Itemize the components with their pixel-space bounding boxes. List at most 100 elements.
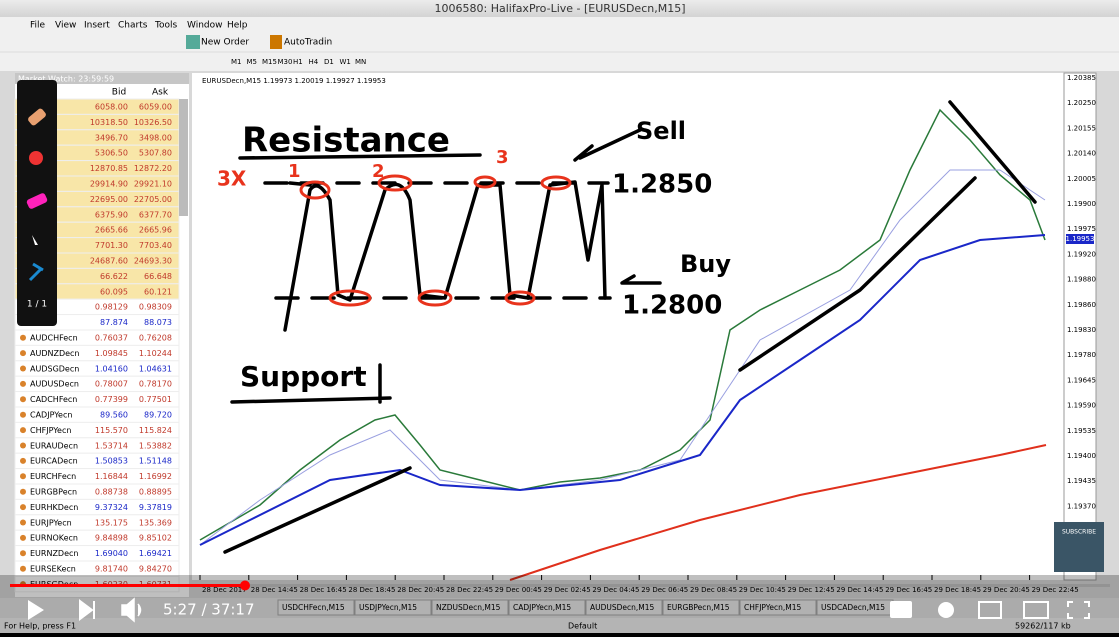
price-label: 1.19435 — [1067, 477, 1096, 485]
chart-tab[interactable] — [354, 599, 432, 616]
handwriting — [223, 100, 1037, 554]
time-label: 29 Dec 08:45 — [690, 586, 737, 594]
play-button[interactable] — [28, 600, 44, 620]
price-label: 1.20140 — [1067, 150, 1096, 158]
subscribe-badge[interactable] — [1054, 522, 1104, 572]
scrollbar[interactable] — [179, 99, 188, 216]
title-bar — [0, 0, 1119, 17]
time-label: 29 Dec 10:45 — [739, 586, 786, 594]
chart-tab-label[interactable]: CADJPYecn,M15 — [513, 603, 571, 612]
clear-tool[interactable] — [28, 262, 44, 282]
timeframe-button[interactable]: M30 — [278, 58, 293, 66]
chart-tab[interactable] — [277, 599, 355, 616]
buy-price: 1.2800 — [622, 291, 722, 321]
pointer-tool[interactable] — [32, 235, 38, 245]
symbol: EURCHFecn — [30, 472, 76, 481]
symbol: EURAUDecn — [30, 441, 78, 450]
menu-item[interactable]: View — [55, 21, 76, 31]
new-order-button[interactable]: New Order — [201, 38, 249, 48]
bid: 2665.66 — [95, 226, 128, 235]
bid: 1.69040 — [95, 549, 128, 558]
progress-track[interactable] — [10, 584, 1110, 587]
miniplayer-button[interactable] — [978, 601, 1002, 619]
bid: 9.37324 — [95, 503, 128, 512]
menu-item[interactable]: Tools — [154, 21, 177, 31]
symbol: EURJPYecn — [30, 518, 72, 527]
captions-button[interactable] — [890, 601, 912, 618]
symbol-icon — [20, 427, 26, 434]
menu-item[interactable]: Help — [227, 21, 248, 31]
chart-tab-label[interactable]: AUDUSDecn,M15 — [590, 603, 655, 612]
ask: 9.84270 — [139, 565, 172, 574]
settings-button[interactable] — [938, 602, 954, 618]
menu-item[interactable]: File — [30, 21, 46, 31]
progress-played[interactable] — [10, 584, 245, 587]
symbol-icon — [20, 488, 26, 495]
theater-button[interactable] — [1023, 601, 1049, 619]
chart-tab-label[interactable]: EURGBPecn,M15 — [667, 603, 730, 612]
bid: 89.560 — [100, 411, 128, 420]
next-button[interactable] — [79, 599, 95, 621]
moving-average — [199, 169, 1046, 546]
volume-button[interactable] — [121, 597, 142, 623]
status-profile: Default — [568, 622, 597, 631]
timeframe-button[interactable]: D1 — [324, 58, 334, 66]
bid: 6058.00 — [95, 103, 128, 112]
chart-tab[interactable] — [585, 599, 663, 616]
ask: 29921.10 — [134, 180, 172, 189]
price-axis — [1063, 72, 1097, 581]
chart-tab-label[interactable]: NZDUSDecn,M15 — [436, 603, 501, 612]
progress-handle[interactable] — [240, 580, 250, 591]
price-label: 1.19590 — [1067, 402, 1096, 410]
new-order-icon[interactable] — [186, 35, 200, 49]
timeframe-button[interactable]: M1 — [231, 58, 242, 66]
ask: 135.369 — [139, 518, 172, 527]
pen-tool[interactable] — [27, 107, 47, 126]
subscribe-text[interactable]: SUBSCRIBE — [1062, 529, 1096, 536]
timeframe-button[interactable]: M15 — [262, 58, 277, 66]
status-help: For Help, press F1 — [4, 622, 76, 631]
chart-tab-label[interactable]: USDJPYecn,M15 — [359, 603, 417, 612]
menu-item[interactable]: Window — [187, 21, 223, 31]
chart-tab-label[interactable]: CHFJPYecn,M15 — [744, 603, 801, 612]
timeframe-button[interactable]: M5 — [247, 58, 258, 66]
bid: 10318.50 — [90, 118, 128, 127]
ask: 0.98309 — [139, 303, 172, 312]
chart-tab[interactable] — [431, 599, 509, 616]
symbol: EURGBPecn — [30, 488, 77, 497]
autotrading-icon[interactable] — [270, 35, 282, 49]
symbol-icon — [20, 365, 26, 372]
chart-tab[interactable] — [662, 599, 740, 616]
symbol-icon — [20, 534, 26, 541]
timeframe-button[interactable]: H4 — [309, 58, 319, 66]
symbol: EURNZDecn — [30, 549, 78, 558]
symbol: CHFJPYecn — [30, 426, 71, 435]
timeframe-button[interactable]: H1 — [293, 58, 303, 66]
symbol: EURNOKecn — [30, 534, 78, 543]
symbol-icon — [20, 442, 26, 449]
bid: 0.78007 — [95, 380, 128, 389]
ask: 2665.96 — [139, 226, 172, 235]
chart-tab[interactable] — [508, 599, 586, 616]
menu-item[interactable]: Charts — [118, 21, 148, 31]
chart-tab-label[interactable]: USDCHFecn,M15 — [282, 603, 345, 612]
symbol: AUDCHFecn — [30, 334, 78, 343]
chart-tab-label[interactable]: USDCADecn,M15 — [821, 603, 885, 612]
timeframe-button[interactable]: W1 — [340, 58, 351, 66]
symbol-icon — [20, 473, 26, 480]
timeframe-button[interactable]: MN — [355, 58, 366, 66]
moving-average — [509, 444, 1047, 581]
price-label: 1.19920 — [1067, 250, 1096, 258]
autotrading-button[interactable]: AutoTradin — [284, 38, 332, 48]
ask: 5307.80 — [139, 149, 172, 158]
eraser-tool[interactable] — [26, 192, 48, 210]
price-label: 1.19780 — [1067, 351, 1096, 359]
price-label: 1.19370 — [1067, 502, 1096, 510]
fullscreen-button[interactable] — [1067, 601, 1090, 619]
ask: 10326.50 — [134, 118, 172, 127]
menu-item[interactable]: Insert — [84, 21, 110, 31]
shape-tool[interactable] — [29, 151, 43, 165]
bid: 1.04160 — [95, 364, 128, 373]
chart-tab[interactable] — [739, 599, 817, 616]
ask: 0.88895 — [139, 488, 172, 497]
